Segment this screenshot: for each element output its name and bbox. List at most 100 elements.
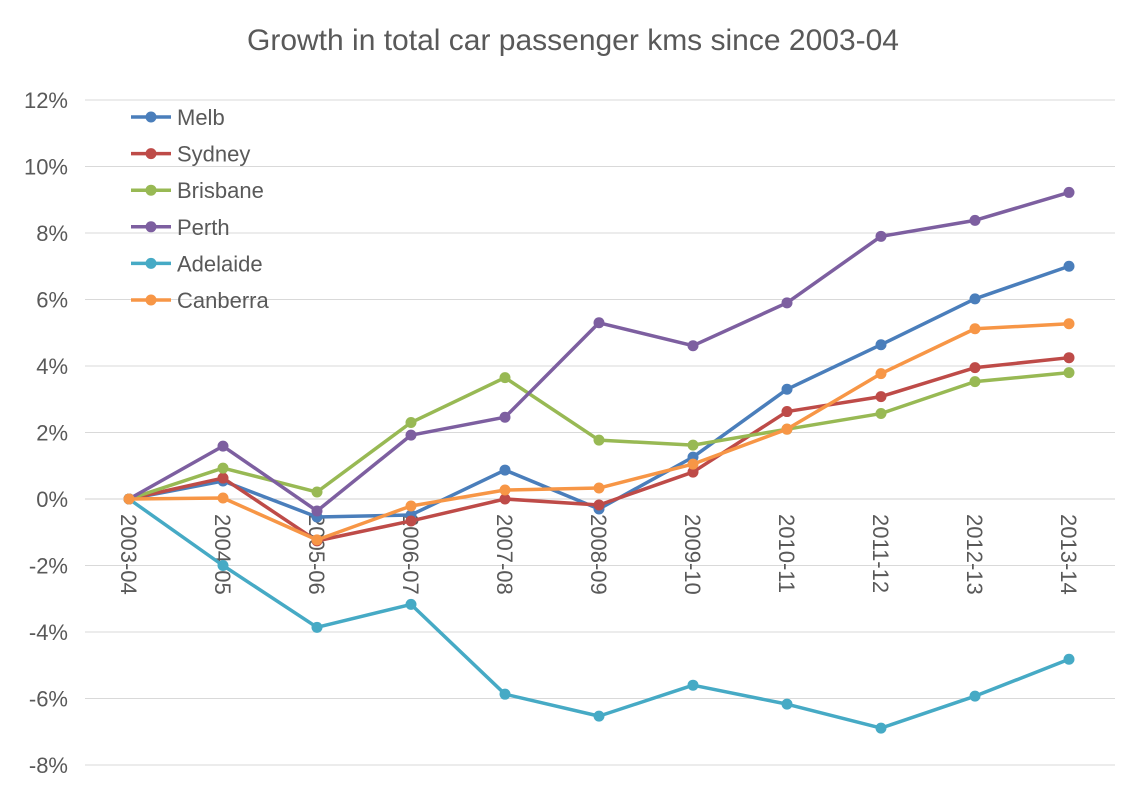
data-point	[1063, 367, 1075, 379]
y-tick-label: 2%	[36, 421, 68, 446]
data-point	[687, 439, 699, 451]
data-point	[499, 411, 511, 423]
data-point	[217, 492, 229, 504]
x-tick-label: 2010-11	[774, 514, 799, 593]
x-tick-label: 2004-05	[210, 514, 235, 595]
data-point	[781, 383, 793, 395]
data-point	[405, 515, 417, 527]
data-point	[687, 340, 699, 352]
data-point	[311, 486, 323, 498]
data-point	[499, 484, 511, 496]
legend: Melb Sydney Brisbane Perth Adelaide Canberra	[131, 105, 269, 313]
series-perth	[123, 186, 1075, 517]
y-tick-label: -2%	[29, 554, 68, 579]
data-point	[875, 230, 887, 242]
data-point	[499, 688, 511, 700]
data-point	[1063, 653, 1075, 665]
data-point	[969, 690, 981, 702]
data-point	[875, 408, 887, 420]
legend-item: Adelaide	[131, 251, 263, 276]
data-point	[217, 560, 229, 571]
y-tick-label: 0%	[36, 487, 68, 512]
data-point	[123, 493, 135, 505]
y-tick-label: 10%	[24, 155, 68, 180]
data-point	[781, 698, 793, 710]
data-point	[405, 429, 417, 441]
legend-marker	[145, 257, 157, 269]
data-point	[405, 417, 417, 429]
data-point	[405, 500, 417, 512]
legend-label: Canberra	[177, 288, 269, 313]
legend-marker	[145, 221, 157, 233]
y-tick-label: 8%	[36, 221, 68, 246]
data-point	[593, 317, 605, 329]
data-point	[781, 297, 793, 309]
data-point	[217, 472, 229, 484]
data-point	[405, 598, 417, 610]
data-point	[593, 482, 605, 494]
data-point	[1063, 352, 1075, 364]
x-tick-label: 2008-09	[586, 514, 611, 595]
data-point	[969, 376, 981, 388]
y-tick-label: 12%	[24, 88, 68, 113]
legend-marker	[145, 111, 157, 123]
data-point	[969, 293, 981, 305]
legend-label: Adelaide	[177, 251, 263, 276]
legend-item: Canberra	[131, 288, 269, 313]
legend-label: Perth	[177, 215, 230, 240]
data-point	[1063, 260, 1075, 272]
data-point	[687, 466, 699, 478]
series-brisbane	[123, 367, 1075, 505]
data-point	[311, 534, 323, 546]
data-point	[499, 372, 511, 384]
y-tick-label: 4%	[36, 354, 68, 379]
data-point	[969, 362, 981, 374]
data-point	[311, 505, 323, 517]
data-point	[593, 499, 605, 511]
legend-item: Melb	[131, 105, 225, 130]
data-point	[875, 368, 887, 380]
y-tick-label: 6%	[36, 288, 68, 313]
data-point	[781, 406, 793, 418]
legend-label: Sydney	[177, 142, 250, 167]
gridlines	[85, 99, 1115, 766]
data-point	[875, 391, 887, 403]
data-point	[217, 462, 229, 474]
legend-item: Brisbane	[131, 178, 264, 203]
series-canberra	[123, 318, 1075, 546]
y-axis: -8% -6% -4% -2% 0% 2% 4% 6% 8% 10% 12%	[24, 88, 68, 778]
data-point	[593, 710, 605, 722]
x-tick-label: 2006-07	[398, 514, 423, 595]
y-tick-label: -6%	[29, 687, 68, 712]
data-point	[875, 339, 887, 351]
data-point	[311, 621, 323, 633]
legend-item: Sydney	[131, 142, 250, 167]
data-point	[687, 679, 699, 691]
data-point	[687, 458, 699, 470]
data-point	[781, 423, 793, 435]
x-tick-label: 2005-06	[304, 514, 329, 595]
x-tick-label: 2012-13	[962, 514, 987, 595]
data-point	[217, 440, 229, 452]
x-tick-label: 2003-04	[116, 514, 141, 595]
data-point	[593, 434, 605, 446]
data-point	[1063, 186, 1075, 198]
legend-label: Melb	[177, 105, 225, 130]
x-tick-label: 2007-08	[492, 514, 517, 595]
legend-marker	[145, 148, 157, 160]
data-point	[969, 323, 981, 335]
legend-marker	[145, 184, 157, 196]
chart-title: Growth in total car passenger kms since …	[247, 24, 899, 57]
x-tick-label: 2013-14	[1056, 514, 1081, 595]
legend-label: Brisbane	[177, 178, 264, 203]
series-lines	[123, 186, 1075, 734]
data-point	[1063, 318, 1075, 330]
x-tick-label: 2009-10	[680, 514, 705, 595]
y-tick-label: -8%	[29, 753, 68, 778]
x-tick-label: 2011-12	[868, 514, 893, 593]
data-point	[875, 722, 887, 734]
data-point	[969, 214, 981, 226]
legend-item: Perth	[131, 215, 230, 240]
data-point	[499, 493, 511, 505]
